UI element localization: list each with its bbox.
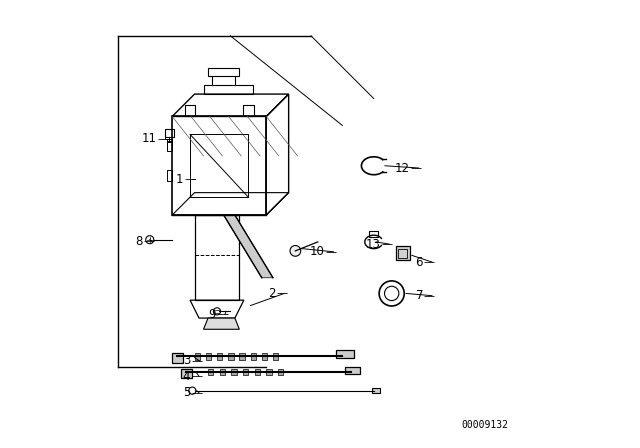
Bar [251, 353, 256, 360]
Bar [204, 85, 253, 94]
Text: 3: 3 [182, 354, 190, 367]
Bar [345, 367, 360, 374]
Bar [278, 369, 284, 375]
Text: —: — [157, 134, 168, 144]
Bar [220, 369, 225, 375]
Circle shape [379, 281, 404, 306]
Bar [243, 105, 253, 116]
Circle shape [146, 236, 154, 244]
Text: —: — [191, 356, 202, 366]
Bar [208, 369, 213, 375]
Bar [185, 105, 195, 116]
Bar [336, 350, 354, 358]
Text: 8: 8 [136, 234, 143, 248]
Bar [195, 353, 200, 360]
Bar [231, 369, 237, 375]
Text: —: — [410, 163, 422, 173]
Bar [181, 369, 192, 378]
Bar [398, 249, 408, 258]
Polygon shape [204, 318, 239, 329]
Bar [371, 388, 380, 393]
Bar [217, 353, 222, 360]
Text: 4: 4 [182, 370, 190, 383]
Bar [167, 170, 172, 181]
Bar [172, 353, 184, 363]
Bar [208, 68, 239, 76]
Text: 1: 1 [176, 172, 184, 186]
Bar [165, 129, 173, 137]
Text: 5: 5 [182, 386, 190, 400]
Text: 2: 2 [268, 287, 275, 300]
Circle shape [213, 308, 221, 315]
Bar [369, 231, 378, 237]
Text: 9: 9 [209, 308, 216, 321]
Circle shape [189, 387, 196, 394]
Text: —: — [424, 291, 435, 301]
Text: 7: 7 [415, 289, 423, 302]
Text: 6: 6 [415, 255, 423, 269]
Bar [206, 353, 211, 360]
Text: —: — [381, 239, 392, 249]
Bar [195, 215, 239, 300]
Bar [190, 134, 248, 197]
Text: —: — [325, 247, 337, 257]
Text: 10: 10 [310, 245, 324, 258]
Circle shape [385, 286, 399, 301]
Polygon shape [224, 215, 273, 278]
Bar [396, 246, 410, 260]
Bar [228, 353, 234, 360]
Bar [172, 116, 266, 215]
Bar [167, 139, 172, 142]
Text: —: — [191, 371, 202, 381]
Text: —: — [144, 236, 155, 246]
Bar [273, 353, 278, 360]
Bar [266, 369, 271, 375]
Text: —: — [276, 289, 287, 298]
Text: 00009132: 00009132 [461, 420, 508, 430]
Bar [243, 369, 248, 375]
Text: 13: 13 [365, 237, 380, 251]
Text: —: — [191, 388, 202, 398]
Circle shape [290, 246, 301, 256]
Text: 12: 12 [395, 161, 410, 175]
Bar [255, 369, 260, 375]
Text: —: — [184, 174, 195, 184]
Bar [167, 141, 172, 151]
Bar [262, 353, 267, 360]
Text: —: — [424, 257, 435, 267]
Text: 11: 11 [141, 132, 157, 146]
Bar [239, 353, 244, 360]
Text: —: — [217, 310, 228, 319]
